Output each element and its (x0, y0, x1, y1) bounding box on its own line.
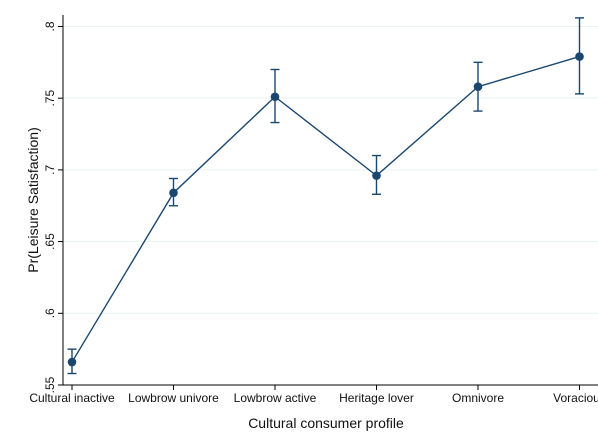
x-tick-label: Heritage lover (339, 391, 414, 405)
data-point (473, 82, 483, 92)
data-point (169, 188, 178, 198)
y-tick-label: .65 (43, 233, 57, 250)
x-tick-label: Lowbrow active (234, 391, 317, 405)
y-axis-ticks: .55 .6 .65 .7 .75 .8 (43, 21, 63, 393)
y-tick-label: .7 (43, 165, 57, 175)
data-point (372, 171, 381, 180)
series-line (71, 55, 580, 363)
x-tick-label: Omnivore (452, 391, 504, 405)
data-point (67, 357, 77, 367)
y-tick-label: .8 (43, 21, 57, 31)
y-tick-label: .55 (43, 376, 57, 393)
y-tick-label: .75 (43, 90, 57, 107)
x-tick-label: Voracious (553, 391, 598, 405)
y-tick-label: .6 (43, 308, 57, 318)
series (67, 17, 584, 375)
x-tick-label: Lowbrow univore (128, 391, 219, 405)
x-tick-label: Cultural inactive (29, 391, 115, 405)
data-point (270, 92, 280, 102)
x-axis-title: Cultural consumer profile (248, 415, 404, 431)
y-axis-title: Pr(Leisure Satisfaction) (25, 127, 41, 273)
x-axis-ticks: Cultural inactive Lowbrow univore Lowbrow … (29, 385, 598, 405)
data-point (575, 52, 584, 61)
